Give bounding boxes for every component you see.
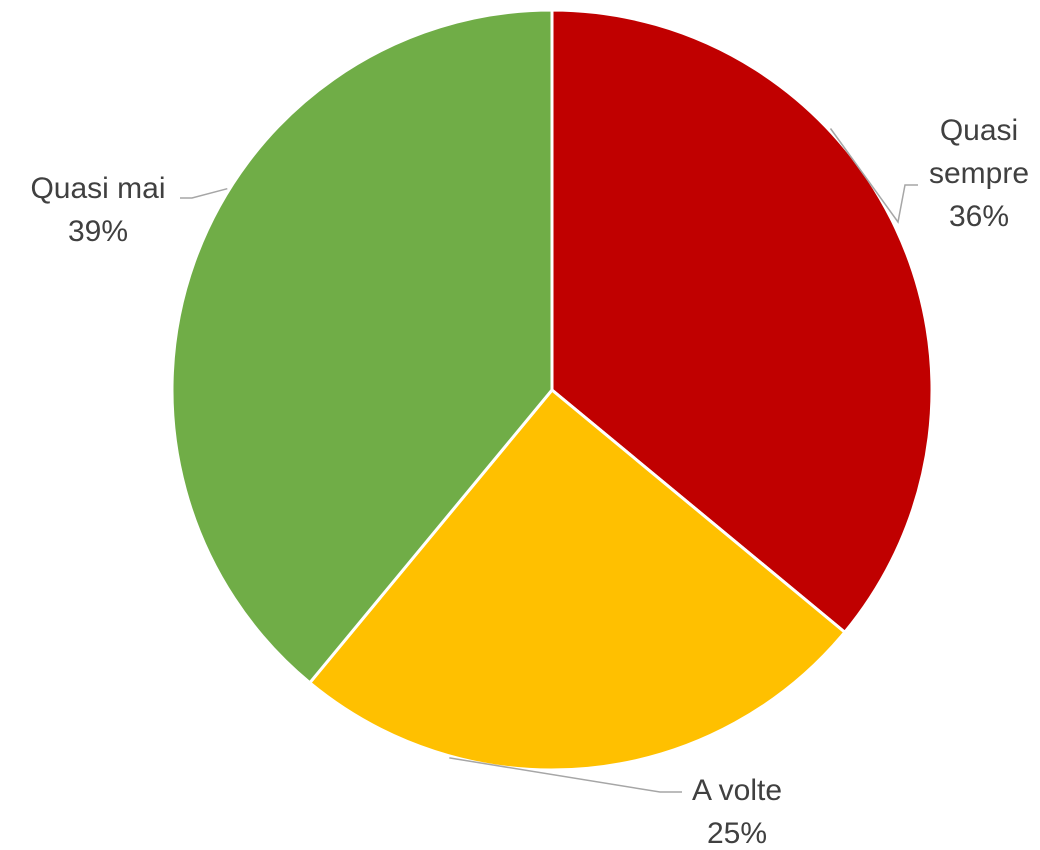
slice-label-quasi-sempre-line1: Quasi: [940, 114, 1018, 147]
pie-slice-quasi-mai: [170, 8, 554, 685]
data-label-quasi-sempre: Quasi sempre 36%: [929, 114, 1029, 233]
slice-label-quasi-mai: Quasi mai: [30, 172, 165, 205]
slice-label-a-volte: A volte: [692, 774, 782, 807]
leader-lines: [180, 128, 918, 793]
slice-value-quasi-sempre: 36%: [949, 200, 1009, 233]
pie-slices: [170, 8, 934, 772]
leader-line-quasi-mai: [180, 187, 228, 199]
leader-line-quasi-sempre: [829, 128, 918, 224]
slice-value-quasi-mai: 39%: [68, 215, 128, 248]
slice-value-a-volte: 25%: [707, 817, 767, 850]
data-label-a-volte: A volte 25%: [692, 774, 782, 850]
pie-slice-quasi-sempre: [550, 8, 934, 634]
leader-line-a-volte: [449, 757, 682, 793]
pie-slice-a-volte: [308, 388, 847, 772]
slice-label-quasi-sempre-line2: sempre: [929, 157, 1029, 190]
data-label-quasi-mai: Quasi mai 39%: [30, 172, 165, 248]
